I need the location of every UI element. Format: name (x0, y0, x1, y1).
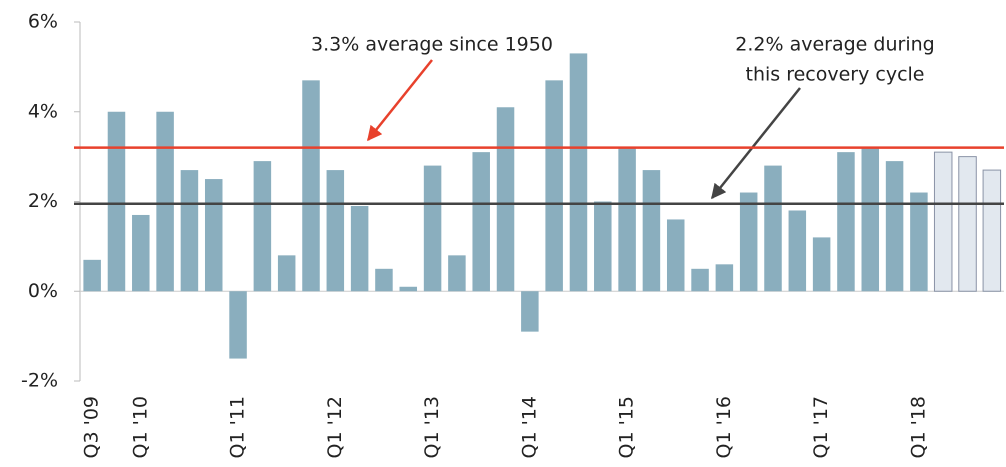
bar (958, 156, 977, 292)
bar (253, 161, 272, 292)
x-tick-label: Q1 '18 (907, 396, 929, 458)
bar (933, 151, 953, 292)
bar (837, 152, 855, 292)
bar (156, 111, 174, 292)
bar (521, 291, 539, 332)
bar (594, 201, 612, 292)
bar (472, 152, 490, 292)
x-tick-label: Q1 '12 (324, 396, 346, 458)
x-tick-label: Q1 '16 (713, 396, 735, 458)
bar (982, 169, 1002, 292)
bar (229, 291, 247, 359)
bar (132, 214, 150, 292)
bar (180, 170, 199, 292)
bar (326, 170, 345, 292)
bar (642, 170, 661, 292)
annotation: 3.3% average since 1950 (311, 34, 553, 56)
bar (569, 53, 588, 292)
bar (812, 237, 831, 292)
y-tick-label: 6% (28, 11, 58, 33)
y-tick-label: 4% (28, 100, 58, 122)
bar (545, 80, 563, 292)
bar (885, 161, 904, 292)
bar (496, 107, 515, 292)
y-tick-label: 2% (28, 190, 58, 212)
annotation-arrow (711, 87, 801, 200)
annotation: 2.2% average during (735, 34, 934, 56)
x-tick-label: Q1 '17 (810, 396, 832, 458)
bar (350, 205, 369, 292)
y-tick-label: 0% (28, 280, 58, 302)
bar (715, 264, 734, 292)
x-tick-label: Q1 '14 (518, 396, 540, 458)
bar (302, 80, 320, 292)
annotation: this recovery cycle (746, 64, 925, 86)
x-tick-label: Q1 '10 (129, 396, 151, 458)
x-tick-label: Q1 '11 (227, 396, 249, 458)
x-tick-label: Q1 '13 (421, 396, 443, 458)
bar (764, 165, 782, 292)
x-tick-label: Q1 '15 (616, 396, 638, 458)
bar (861, 147, 880, 292)
bar (691, 268, 709, 292)
bar (204, 179, 223, 292)
bar (910, 192, 928, 292)
bar (423, 165, 442, 292)
bar (788, 210, 807, 292)
annotation-arrow (367, 59, 433, 142)
y-tick-label: -2% (21, 370, 58, 392)
bar (399, 286, 418, 292)
x-tick-label: Q3 '09 (81, 396, 103, 458)
bar (107, 111, 126, 292)
bar (618, 147, 636, 292)
bar (83, 259, 101, 292)
bar (448, 255, 466, 292)
bar (277, 255, 296, 292)
bar (375, 268, 393, 292)
bar (666, 219, 685, 292)
bar (739, 192, 758, 292)
